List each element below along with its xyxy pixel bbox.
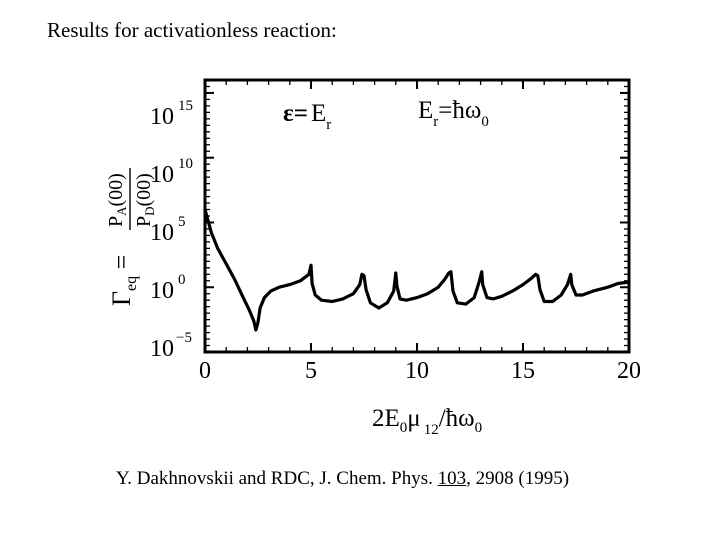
x-axis-label: 2E0μ 12/ħω0	[372, 405, 482, 438]
svg-text:10: 10	[150, 220, 174, 246]
x-tick-label-10: 10	[405, 358, 429, 384]
x-tick-label-5: 5	[305, 358, 317, 384]
y-tick-label-5: 10 5	[150, 214, 186, 246]
svg-text:10: 10	[178, 156, 193, 172]
slide-title: Results for activationless reaction:	[47, 18, 337, 42]
svg-text:10: 10	[150, 162, 174, 188]
svg-text:PD(00): PD(00)	[133, 173, 157, 227]
y-tick-label-0: 10 0	[150, 272, 186, 304]
svg-text:0: 0	[178, 272, 186, 288]
citation-volume: 103	[437, 468, 467, 489]
svg-text:15: 15	[178, 98, 193, 114]
y-tick-label-15: 10 15	[150, 98, 193, 130]
svg-text:Γeq =: Γeq =	[107, 255, 140, 306]
svg-text:PA(00): PA(00)	[105, 173, 129, 227]
x-tick-label-20: 20	[617, 358, 641, 384]
x-tick-label-0: 0	[199, 358, 211, 384]
y-tick-label-10: 10 10	[150, 156, 193, 188]
citation: Y. Dakhnovskii and RDC, J. Chem. Phys. 1…	[116, 468, 570, 489]
svg-text:−5: −5	[176, 330, 192, 346]
svg-text:10: 10	[150, 278, 174, 304]
svg-text:5: 5	[178, 214, 186, 230]
tick-marks	[204, 79, 630, 353]
y-axis-label: Γeq = PA(00) PD(00)	[105, 168, 157, 306]
y-tick-label-minus5: 10 −5	[150, 330, 192, 362]
plot-frame	[203, 78, 631, 354]
svg-text:10: 10	[150, 104, 174, 130]
series-line-gamma-eq	[203, 207, 631, 332]
parameter-annotation: Er=ħω0	[418, 97, 489, 130]
x-tick-label-15: 15	[511, 358, 535, 384]
svg-text:10: 10	[150, 336, 174, 362]
condition-annotation: ε= Er	[283, 100, 331, 133]
